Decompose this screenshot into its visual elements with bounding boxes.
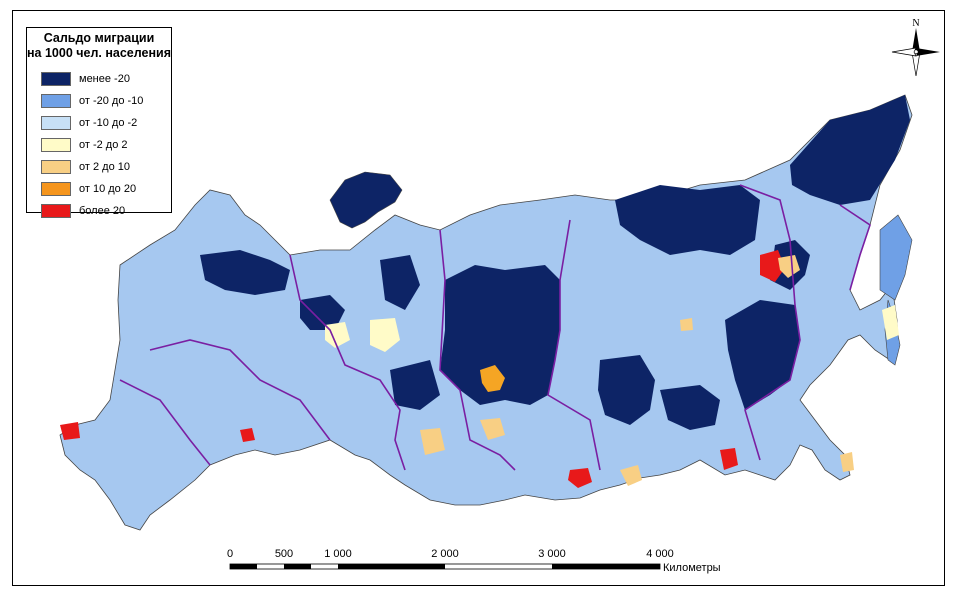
legend-title: Сальдо миграции на 1000 чел. населения (27, 31, 171, 61)
regions (60, 95, 910, 488)
scale-tick-500: 500 (275, 548, 293, 560)
legend-item: от 2 до 10 (41, 156, 143, 178)
north-arrow: N (891, 18, 940, 77)
scale-tick-3000: 3 000 (538, 548, 566, 560)
legend-item: от -10 до -2 (41, 112, 143, 134)
legend-label: более 20 (79, 205, 126, 217)
legend-swatch (41, 116, 71, 130)
legend-item: более 20 (41, 200, 143, 222)
legend-label: от 10 до 20 (79, 183, 137, 195)
legend-items: менее -20 от -20 до -10 от -10 до -2 от … (41, 68, 143, 222)
legend-item: от -2 до 2 (41, 134, 143, 156)
north-label: N (912, 18, 919, 29)
legend-item: от -20 до -10 (41, 90, 143, 112)
scale-bar: 0 500 1 000 2 000 3 000 4 000 Километры (227, 548, 721, 574)
legend-item: от 10 до 20 (41, 178, 143, 200)
scale-tick-1000: 1 000 (324, 548, 352, 560)
legend-label: от -2 до 2 (79, 139, 128, 151)
legend-label: от -10 до -2 (79, 117, 138, 129)
federal-district-borders (119, 184, 871, 471)
legend-swatch (41, 72, 71, 86)
legend-swatch (41, 182, 71, 196)
legend-swatch (41, 160, 71, 174)
map-legend: Сальдо миграции на 1000 чел. населения м… (26, 27, 172, 218)
legend-label: менее -20 (79, 73, 130, 85)
legend-swatch (41, 204, 71, 218)
legend-label: от 2 до 10 (79, 161, 130, 173)
scale-tick-2000: 2 000 (431, 548, 459, 560)
legend-label: от -20 до -10 (79, 95, 144, 107)
scale-tick-0: 0 (227, 548, 233, 560)
scale-unit: Километры (663, 562, 721, 574)
legend-title-line1: Сальдо миграции (43, 31, 155, 45)
scale-tick-4000: 4 000 (646, 548, 674, 560)
legend-swatch (41, 94, 71, 108)
legend-title-line2: на 1000 чел. населения (27, 46, 172, 60)
legend-swatch (41, 138, 71, 152)
legend-item: менее -20 (41, 68, 143, 90)
